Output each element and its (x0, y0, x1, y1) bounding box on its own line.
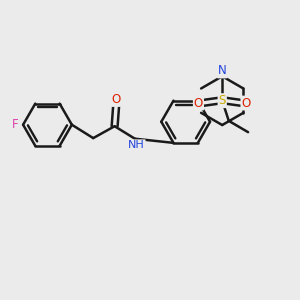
Text: NH: NH (128, 140, 145, 150)
Text: O: O (242, 97, 250, 110)
Text: F: F (12, 118, 19, 131)
Text: N: N (218, 64, 226, 77)
Text: O: O (194, 97, 203, 110)
Text: S: S (218, 94, 226, 107)
Text: O: O (112, 93, 121, 106)
